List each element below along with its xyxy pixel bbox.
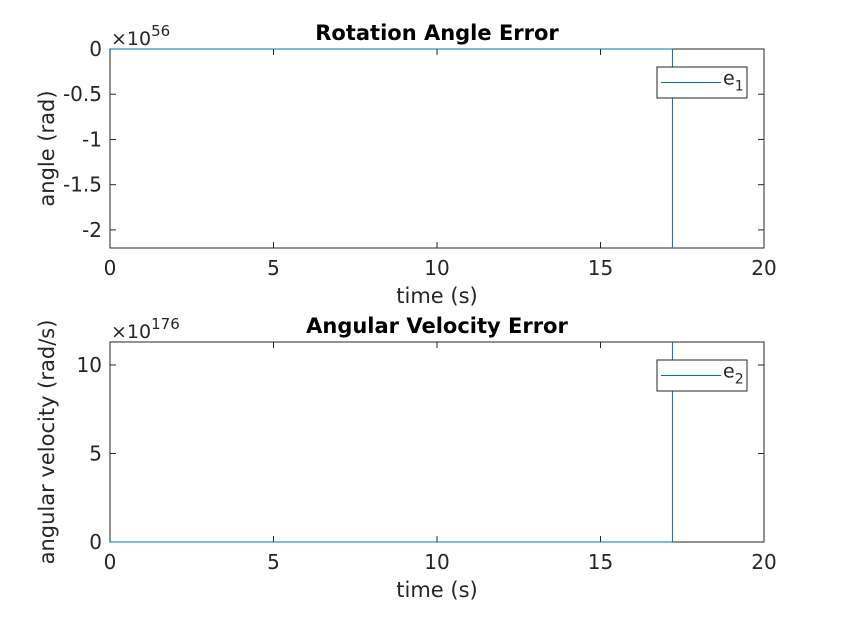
x-tick-label: 5 — [267, 550, 280, 574]
axes-box — [109, 48, 765, 249]
chart-title: Rotation Angle Error — [315, 21, 559, 45]
x-tick-label: 20 — [751, 256, 776, 280]
y-tick-label: 5 — [89, 442, 102, 466]
x-tick-label: 0 — [104, 550, 117, 574]
chart-title: Angular Velocity Error — [306, 314, 568, 338]
legend-label: e1 — [723, 68, 744, 95]
y-tick-label: -1 — [82, 127, 102, 151]
y-tick-label: 0 — [89, 37, 102, 61]
angular-velocity-error-plot: 0 5 10 15 20 0 5 10 ×10176 Angular Velocity Error… — [35, 314, 777, 602]
series-line — [110, 342, 673, 543]
x-tick-label: 5 — [267, 256, 280, 280]
y-tick-label: -0.5 — [63, 82, 102, 106]
y-tick-label: 0 — [89, 530, 102, 554]
y-tick-label: -1.5 — [63, 173, 102, 197]
x-tick-label: 15 — [588, 256, 613, 280]
x-axis-label: time (s) — [396, 284, 477, 308]
y-axis-label: angle (rad) — [35, 90, 59, 206]
x-axis-label: time (s) — [396, 578, 477, 602]
y-tick-label: -2 — [82, 218, 102, 242]
x-tick-label: 10 — [424, 256, 449, 280]
x-tick-label: 20 — [751, 550, 776, 574]
x-tick-label: 10 — [424, 550, 449, 574]
rotation-angle-error-plot: 0 5 10 15 20 0 -0.5 -1 -1.5 -2 ×1056 Rotation Angle… — [35, 21, 777, 308]
y-tick-label: 10 — [77, 353, 102, 377]
series-line — [110, 48, 673, 248]
x-tick-label: 0 — [104, 256, 117, 280]
x-tick-label: 15 — [588, 550, 613, 574]
y-exponent-label: ×10176 — [111, 315, 180, 343]
axes-box — [109, 341, 765, 543]
y-exponent-label: ×1056 — [111, 22, 170, 50]
y-axis-label: angular velocity (rad/s) — [35, 320, 59, 565]
legend-label: e2 — [723, 361, 744, 388]
